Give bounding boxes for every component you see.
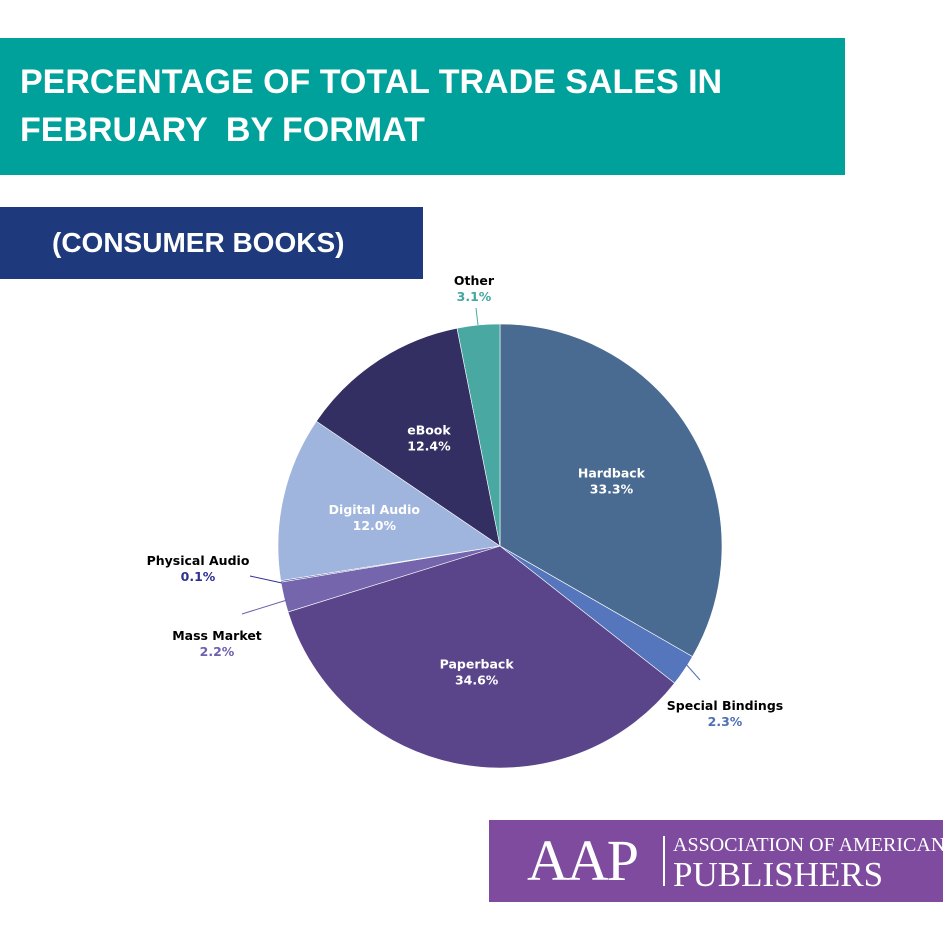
title-line-2: FEBRUARY BY FORMAT: [20, 111, 425, 149]
pie-slices: [277, 323, 723, 769]
logo-org-line-2: PUBLISHERS: [673, 855, 884, 894]
slice-value-other: 3.1%: [457, 289, 492, 304]
logo-divider: [663, 836, 665, 886]
slice-hardback: [499, 323, 723, 658]
leader-line-physical-audio: [249, 575, 283, 584]
slice-value-physical-audio: 0.1%: [181, 569, 216, 584]
logo-org-line-1: ASSOCIATION OF AMERICAN: [673, 834, 943, 856]
slice-label-digital-audio: Digital Audio: [329, 502, 421, 517]
leader-line-mass-market: [241, 599, 288, 615]
slice-value-ebook: 12.4%: [407, 439, 451, 454]
title-banner: PERCENTAGE OF TOTAL TRADE SALES IN FEBRU…: [0, 38, 845, 175]
title-line-1: PERCENTAGE OF TOTAL TRADE SALES IN: [20, 63, 723, 101]
slice-label-physical-audio: Physical Audio: [147, 553, 250, 568]
leader-line-other: [475, 307, 479, 326]
slice-label-hardback: Hardback: [578, 466, 646, 481]
slice-value-special-bindings: 2.3%: [708, 714, 743, 729]
slice-label-paperback: Paperback: [440, 657, 515, 672]
slice-label-ebook: eBook: [407, 423, 451, 438]
leader-line-special-bindings: [684, 662, 701, 681]
subtitle-banner: (CONSUMER BOOKS): [0, 207, 423, 279]
slice-ebook: [315, 327, 501, 547]
slice-value-mass-market: 2.2%: [200, 644, 235, 659]
slice-label-mass-market: Mass Market: [172, 628, 262, 643]
slice-paperback: [287, 545, 675, 769]
slice-value-hardback: 33.3%: [590, 482, 634, 497]
slice-other: [456, 323, 501, 547]
logo-acronym: AAP: [527, 828, 639, 893]
slice-label-special-bindings: Special Bindings: [667, 698, 783, 713]
slice-digital-audio: [277, 420, 501, 582]
slice-label-other: Other: [454, 273, 495, 288]
slice-value-paperback: 34.6%: [455, 673, 499, 688]
slice-value-digital-audio: 12.0%: [353, 518, 397, 533]
aap-logo: AAP ASSOCIATION OF AMERICAN PUBLISHERS: [489, 820, 943, 902]
